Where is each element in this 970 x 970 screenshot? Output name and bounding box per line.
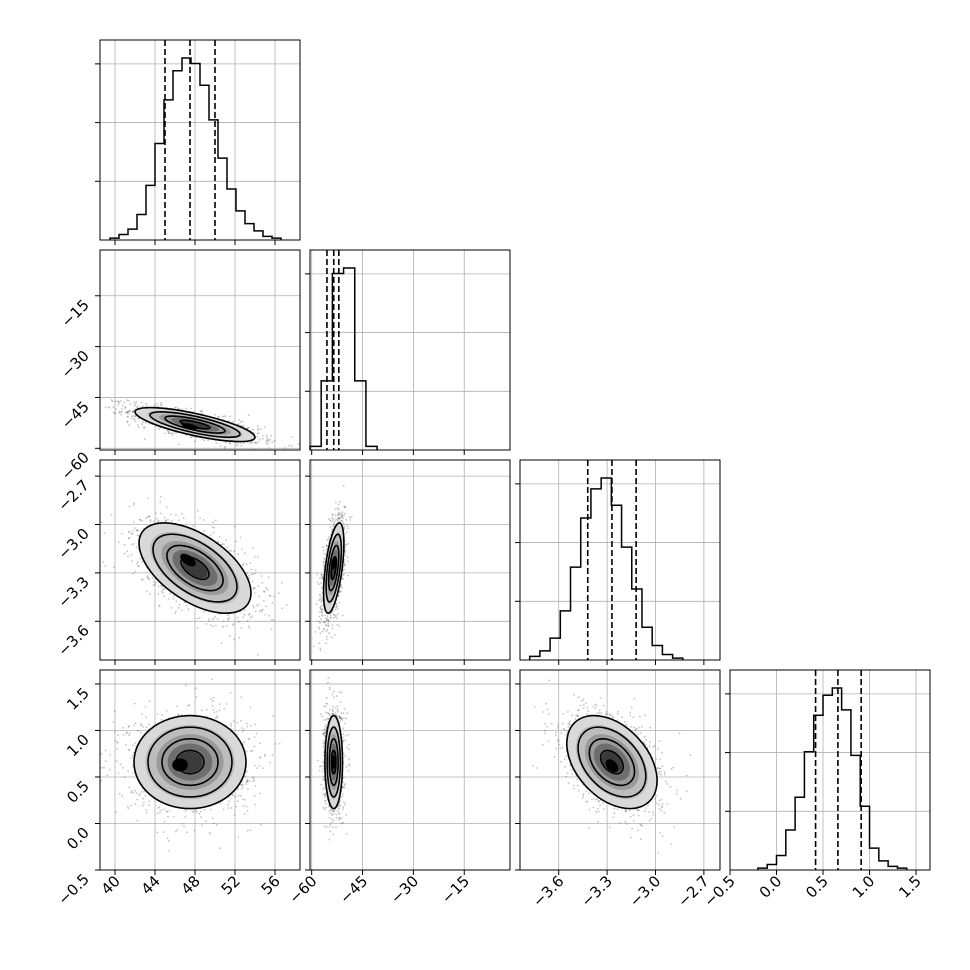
x-tick-label: 1.5 bbox=[895, 872, 925, 902]
density-contour bbox=[147, 726, 233, 798]
y-tick-label: −3.6 bbox=[54, 621, 92, 659]
density-contour bbox=[325, 533, 343, 603]
panel-frame bbox=[729, 669, 931, 871]
x-tick-label: −3.6 bbox=[529, 872, 567, 910]
panel-frame bbox=[519, 459, 721, 661]
x-tick-label: −3.0 bbox=[626, 872, 664, 910]
density-contour bbox=[330, 749, 337, 775]
density-contour bbox=[134, 406, 256, 443]
x-tick-label: −30 bbox=[387, 872, 422, 907]
density-contour bbox=[164, 415, 226, 434]
x-tick-label: 1.0 bbox=[849, 872, 879, 902]
y-tick-label: −2.7 bbox=[54, 476, 92, 514]
x-tick-label: 48 bbox=[178, 872, 204, 898]
y-tick-label: −3.3 bbox=[54, 573, 92, 611]
density-contour bbox=[175, 749, 205, 775]
density-contour bbox=[577, 726, 647, 798]
panel-frame bbox=[309, 669, 511, 871]
y-tick-label: 1.5 bbox=[63, 684, 93, 714]
density-contour bbox=[138, 522, 252, 615]
y-tick-label: 1.0 bbox=[63, 731, 93, 761]
histogram-step bbox=[309, 267, 378, 450]
x-tick-label: 56 bbox=[258, 872, 284, 898]
density-peak bbox=[605, 759, 619, 773]
density-contour bbox=[161, 738, 219, 787]
density-contour bbox=[326, 726, 342, 798]
histogram-step bbox=[757, 687, 908, 870]
x-tick-label: 52 bbox=[218, 872, 244, 898]
panel-frame bbox=[99, 669, 301, 871]
panel-frame bbox=[99, 249, 301, 451]
scatter-panel: −3.6−3.3−3.0−2.7 bbox=[515, 669, 721, 911]
density-contour bbox=[324, 714, 344, 810]
density-contour bbox=[322, 522, 345, 615]
density-contour bbox=[179, 419, 211, 430]
density-contour bbox=[152, 533, 238, 603]
density-contour bbox=[133, 714, 247, 810]
density-contour bbox=[599, 749, 625, 775]
x-tick-label: −60 bbox=[285, 872, 320, 907]
histogram-step bbox=[528, 477, 684, 660]
x-tick-label: 0.5 bbox=[802, 872, 832, 902]
scatter-panel: −60 −45 −30 −15 bbox=[285, 669, 511, 907]
density-contour bbox=[330, 555, 338, 581]
y-tick-label: −60 bbox=[58, 448, 93, 483]
density-peak bbox=[331, 755, 337, 769]
histogram-step bbox=[109, 57, 282, 240]
density-contour bbox=[588, 738, 636, 787]
y-tick-label: −30 bbox=[58, 347, 93, 382]
panel-frame bbox=[519, 669, 721, 871]
scatter-panel: 40 44 48 52 56 −0.5 0.0 0.5 1.0 1.5 bbox=[54, 669, 301, 909]
x-tick-label: −3.3 bbox=[577, 872, 615, 910]
y-tick-label: 0.0 bbox=[63, 824, 93, 854]
panel-frame bbox=[99, 39, 301, 241]
x-tick-label: 0.0 bbox=[756, 872, 786, 902]
density-shade bbox=[181, 420, 209, 429]
scatter-panel: −60 −45 −30 −15 bbox=[58, 249, 301, 484]
density-contour bbox=[166, 544, 224, 592]
x-tick-label: 44 bbox=[138, 872, 164, 898]
histogram-panel bbox=[305, 249, 511, 455]
histogram-panel bbox=[515, 459, 721, 665]
density-contour bbox=[565, 714, 658, 810]
y-tick-label: −45 bbox=[58, 398, 93, 433]
density-contour bbox=[327, 544, 340, 592]
scatter-panel bbox=[305, 459, 511, 665]
density-contour bbox=[180, 555, 210, 581]
x-tick-label: 40 bbox=[98, 872, 124, 898]
y-tick-label: 0.5 bbox=[63, 777, 93, 807]
density-contour bbox=[328, 738, 339, 787]
panel-frame bbox=[309, 459, 511, 661]
histogram-panel: −0.5 0.0 0.5 1.0 1.5 bbox=[700, 669, 931, 911]
x-tick-label: −15 bbox=[438, 872, 473, 907]
x-tick-label: −45 bbox=[336, 872, 371, 907]
panel-frame bbox=[309, 249, 511, 451]
scatter-panel: −3.6 −3.3 −3.0 −2.7 bbox=[54, 459, 301, 665]
density-contour bbox=[149, 411, 241, 439]
y-tick-label: −3.0 bbox=[54, 525, 92, 563]
y-tick-label: −15 bbox=[58, 296, 93, 331]
y-tick-label: −0.5 bbox=[54, 870, 92, 908]
histogram-panel bbox=[95, 39, 301, 245]
panel-frame bbox=[99, 459, 301, 661]
